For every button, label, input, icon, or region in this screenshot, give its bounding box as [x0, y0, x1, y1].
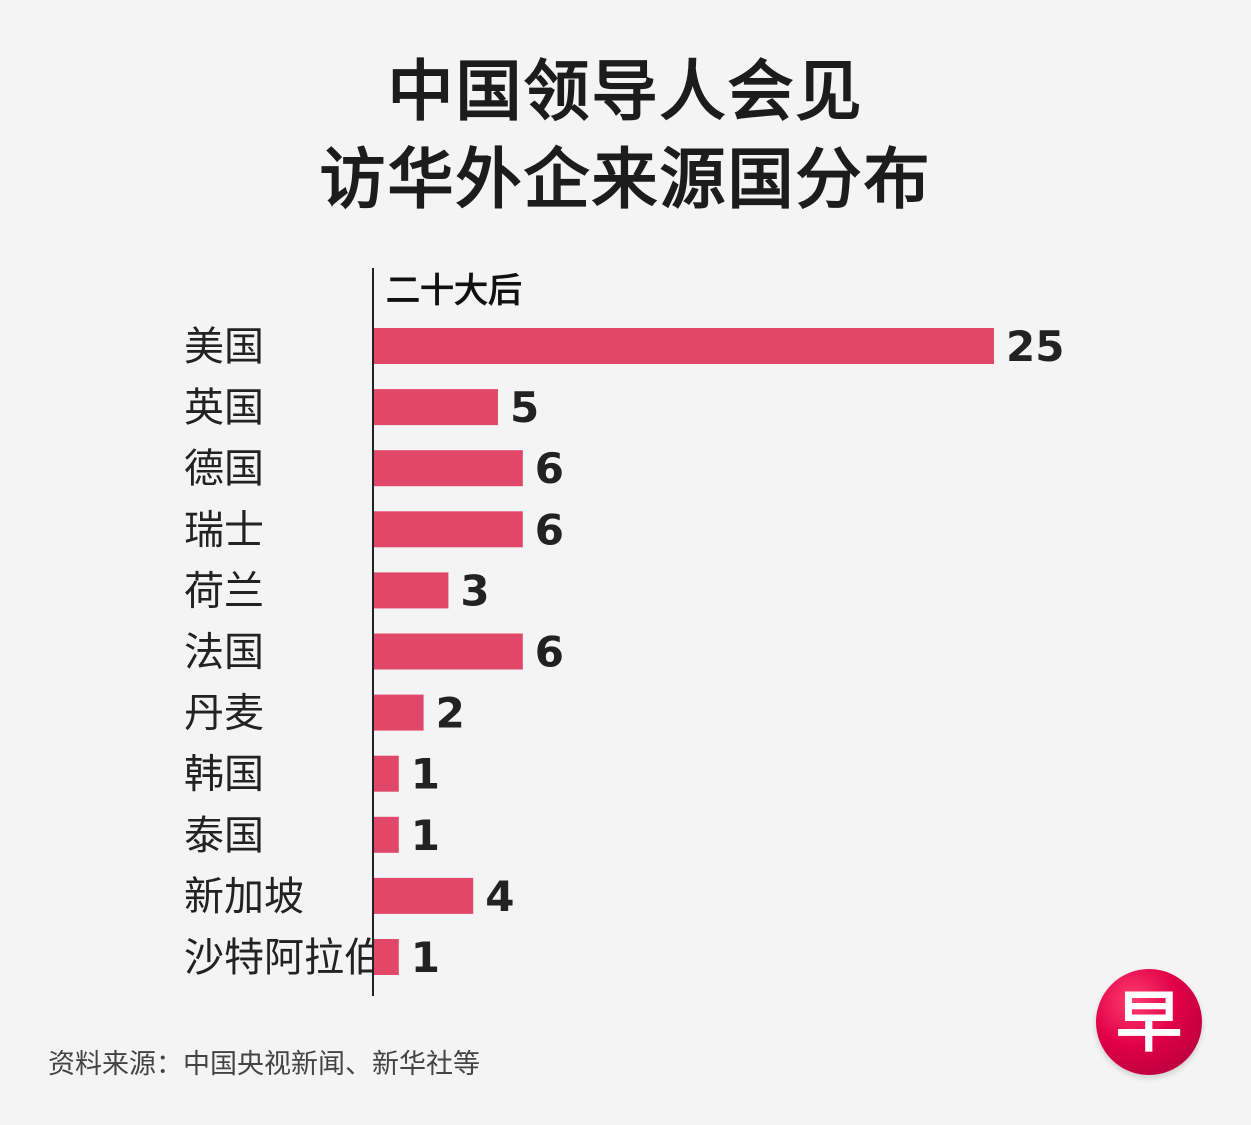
bar	[374, 816, 399, 853]
value-label: 6	[535, 505, 564, 554]
category-label: 新加坡	[184, 874, 304, 920]
bar	[374, 389, 498, 426]
series-label: 二十大后	[386, 271, 522, 311]
value-label: 1	[411, 811, 440, 860]
value-label: 2	[436, 689, 465, 738]
category-label: 泰国	[184, 813, 264, 859]
category-label: 韩国	[184, 752, 264, 798]
value-label: 1	[411, 933, 440, 982]
category-label: 荷兰	[184, 568, 264, 614]
bar	[374, 511, 523, 548]
category-label: 法国	[184, 630, 264, 676]
bar	[374, 572, 449, 609]
category-label: 德国	[184, 446, 264, 492]
value-label: 5	[510, 383, 539, 432]
bar	[374, 328, 994, 364]
bar	[374, 755, 399, 792]
value-label: 6	[535, 628, 564, 677]
category-label: 丹麦	[184, 691, 264, 737]
bar	[374, 877, 474, 914]
value-label: 1	[411, 750, 440, 799]
source-note: 资料来源：中国央视新闻、新华社等	[48, 1049, 480, 1080]
value-label: 6	[535, 444, 564, 493]
bar	[374, 633, 523, 670]
bar	[374, 694, 424, 731]
category-label: 沙特阿拉伯	[184, 935, 384, 981]
chart-title-line-2: 访华外企来源国分布	[319, 141, 932, 218]
bar	[374, 939, 399, 975]
category-label: 美国	[184, 324, 264, 370]
bar	[374, 450, 523, 487]
chart-title-line-1: 中国领导人会见	[387, 53, 864, 130]
bars-group: 美国 25 英国 5 德国 6 瑞士 6 荷兰 3 法国 6 丹麦 2 韩国 1 泰国 1 新加坡 4 沙特阿拉伯 1	[184, 322, 1064, 982]
category-label: 英国	[184, 385, 264, 431]
value-label: 3	[460, 566, 489, 615]
logo-glyph: 早	[1116, 983, 1182, 1061]
value-label: 25	[1006, 322, 1064, 371]
value-label: 4	[485, 872, 514, 921]
category-label: 瑞士	[184, 507, 264, 553]
zaobao-logo: 早	[1096, 969, 1202, 1075]
